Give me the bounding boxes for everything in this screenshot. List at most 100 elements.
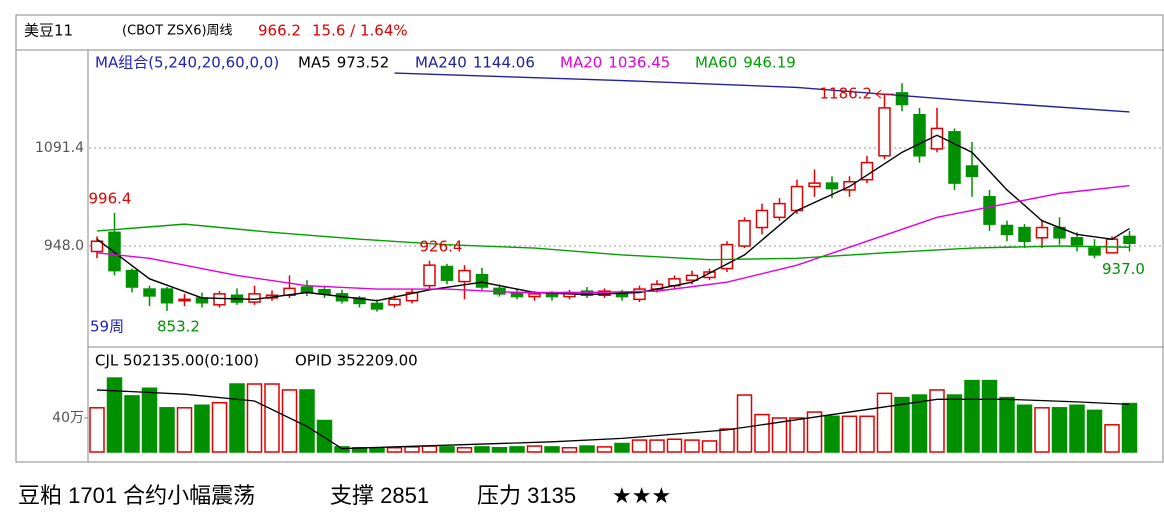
candle-body	[1035, 226, 1049, 239]
legend-value: 946.19	[743, 54, 796, 72]
volume-bar	[771, 417, 788, 453]
volume-bar	[824, 415, 840, 453]
candle-body	[108, 231, 121, 272]
volume-bar	[876, 392, 893, 453]
price: 966.2	[258, 22, 301, 40]
candle-body	[318, 289, 331, 295]
candle-body	[948, 131, 961, 184]
legend-name: MA5	[298, 54, 331, 72]
y-tick-label: 948.0	[44, 238, 84, 254]
header: 美豆11 (CBOT ZSX6)周线 966.2 15.6 / 1.64%	[24, 22, 408, 40]
volume-bar	[1104, 424, 1120, 453]
candle-body	[423, 264, 436, 287]
candle-body	[615, 293, 629, 298]
volume-bar	[736, 394, 753, 453]
candle-body	[930, 127, 944, 150]
ma-line	[394, 72, 1130, 113]
candle-body	[405, 291, 419, 302]
code: (CBOT ZSX6)周线	[122, 24, 233, 39]
volume-bar	[964, 379, 980, 453]
volume-bar	[369, 447, 385, 453]
symbol: 美豆11	[24, 22, 73, 40]
volume-bar	[246, 383, 263, 453]
volume-bar	[89, 407, 105, 453]
arrow	[875, 89, 894, 99]
candle-body	[1105, 238, 1119, 254]
caption: 豆粕 1701 合约小幅震荡	[18, 483, 255, 508]
volume-bar	[194, 404, 210, 453]
volume-bar	[806, 411, 823, 453]
volume-bar	[456, 447, 473, 453]
panel-header: CJL 502135.00(0:100)	[95, 352, 259, 370]
volume-bar	[719, 428, 735, 453]
support: 支撑 2851	[330, 483, 429, 508]
volume-bar	[789, 417, 805, 453]
candle-body	[475, 273, 489, 288]
candle-body	[90, 240, 104, 253]
volume-bar	[404, 446, 420, 453]
candle-body	[248, 293, 261, 303]
candle-body	[545, 293, 559, 298]
volume-bar	[1051, 407, 1068, 453]
y-tick-label: 40万	[52, 410, 84, 426]
volume-bar	[421, 445, 438, 453]
candle-body	[1088, 247, 1101, 256]
volume-bar	[299, 389, 315, 453]
candle-body	[300, 286, 314, 294]
candle-body	[685, 274, 699, 281]
volume-bar	[386, 447, 403, 453]
annotation: 926.4	[420, 237, 463, 255]
candle-body	[213, 293, 226, 306]
volume-bar	[491, 447, 508, 453]
volume-bar	[666, 438, 683, 453]
candle-body	[808, 182, 821, 188]
volume-bar	[1016, 404, 1033, 453]
candle-body	[458, 269, 471, 283]
annotation: 853.2	[157, 317, 200, 335]
period-label: 59周	[90, 318, 124, 336]
candle-body	[1123, 235, 1136, 245]
annotation: 937.0	[1102, 260, 1145, 278]
volume-bar	[684, 439, 700, 453]
candle-body	[125, 269, 139, 288]
volume-bar	[701, 440, 718, 453]
candle-body	[1070, 237, 1084, 246]
annotation: 996.4	[89, 189, 132, 207]
volume-bar	[981, 379, 998, 453]
volume-bar	[929, 389, 945, 453]
candle-body	[825, 182, 839, 190]
candle-body	[755, 209, 769, 229]
volume-bar	[159, 407, 175, 453]
price-panel	[89, 72, 1164, 312]
legend-name: MA240	[415, 54, 467, 72]
volume-bar	[859, 415, 875, 453]
volume-bar	[579, 445, 595, 453]
volume-bar	[1034, 407, 1050, 453]
candle-body	[983, 196, 996, 225]
candle-body	[160, 288, 174, 304]
legend-name: MA20	[560, 54, 602, 72]
candle-body	[773, 202, 786, 219]
volume-bar	[561, 447, 578, 453]
candle-body	[1000, 224, 1014, 236]
volume-ma-line	[96, 389, 1130, 450]
legend-name: MA60	[695, 54, 737, 72]
volume-bar	[614, 442, 630, 453]
ma-line	[96, 184, 1130, 294]
legend-value: 1144.06	[473, 54, 535, 72]
volume-bar	[754, 413, 770, 453]
candle-body	[913, 114, 926, 157]
candle-body	[790, 185, 804, 212]
pressure: 压力 3135	[477, 483, 576, 508]
volume-bar	[176, 407, 193, 453]
panel-header: OPID 352209.00	[295, 352, 418, 370]
volume-bar	[141, 387, 158, 453]
legend-title: MA组合(5,240,20,60,0,0)	[95, 54, 279, 72]
legend-value: 1036.45	[608, 54, 670, 72]
candle-body	[878, 107, 891, 157]
rating: ★★★	[612, 483, 671, 508]
ma-line	[96, 134, 1130, 302]
y-tick-label: 1091.4	[35, 140, 84, 156]
candle-body	[528, 293, 541, 298]
